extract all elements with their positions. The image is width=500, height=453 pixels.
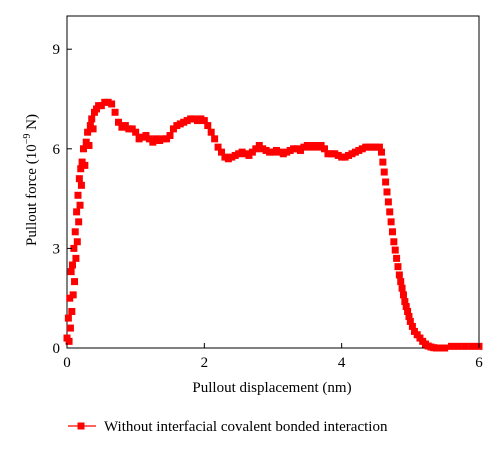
data-point [214, 143, 222, 151]
data-point [85, 141, 93, 149]
data-point [66, 324, 74, 332]
data-point [406, 317, 414, 325]
x-axis-label: Pullout displacement (nm) [192, 380, 351, 396]
data-point [79, 145, 87, 153]
data-point [408, 322, 416, 330]
data-point [377, 148, 385, 156]
x-tick-label: 6 [475, 355, 483, 371]
y-axis-label-unit: N) [24, 114, 40, 134]
data-point [391, 246, 399, 254]
axes: 0 2 4 6 0 3 6 9 [53, 42, 484, 371]
data-point [454, 342, 462, 350]
data-point [379, 158, 387, 166]
data-point [70, 244, 78, 252]
data-point [73, 208, 81, 216]
y-axis-label: Pullout force (10−9 N) [22, 114, 40, 246]
data-point [89, 125, 97, 133]
data-points [63, 98, 483, 352]
legend: Without interfacial covalent bonded inte… [68, 419, 388, 435]
data-point [399, 291, 407, 299]
data-point [441, 344, 449, 352]
data-point [111, 108, 119, 116]
data-point [432, 344, 440, 352]
data-point [207, 128, 215, 136]
data-point [386, 208, 394, 216]
data-point [77, 181, 85, 189]
data-point [76, 201, 84, 209]
data-point [390, 238, 398, 246]
data-point [218, 148, 225, 156]
legend-label: Without interfacial covalent bonded inte… [104, 419, 388, 435]
data-point [468, 342, 476, 350]
data-point [65, 337, 73, 345]
data-point [88, 115, 96, 123]
data-point [68, 261, 76, 269]
data-point [204, 122, 212, 130]
x-tick-label: 0 [63, 355, 71, 371]
data-point [461, 342, 469, 350]
data-point [375, 143, 383, 151]
legend-marker [77, 422, 85, 430]
y-tick-label: 6 [53, 142, 61, 158]
data-point [74, 191, 82, 199]
plot-frame [66, 15, 480, 349]
data-point [71, 278, 79, 286]
data-point [77, 165, 85, 173]
data-point [394, 263, 402, 271]
data-point [84, 128, 92, 136]
y-axis-label-main: Pullout force (10 [24, 144, 40, 246]
data-point [115, 118, 122, 126]
x-tick-label: 4 [338, 355, 346, 371]
data-point [81, 161, 89, 169]
data-point [387, 218, 395, 226]
data-point [384, 198, 392, 206]
data-point [72, 254, 80, 262]
data-point [401, 298, 409, 306]
y-tick-label: 0 [53, 341, 61, 357]
plot-area [66, 15, 480, 349]
data-point [67, 268, 75, 276]
data-point [200, 117, 208, 125]
data-point [397, 278, 405, 286]
data-point [388, 228, 396, 236]
data-point [75, 218, 83, 226]
data-point [383, 188, 391, 196]
data-point [393, 254, 401, 262]
data-point [73, 238, 81, 246]
data-point [71, 228, 79, 236]
data-point [402, 303, 410, 310]
data-point [108, 100, 116, 108]
y-axis-label-exponent: −9 [22, 134, 33, 145]
data-point [166, 132, 174, 140]
data-point [404, 307, 412, 315]
data-point [380, 168, 388, 176]
data-point [382, 178, 390, 186]
data-point [64, 314, 72, 322]
data-point [448, 342, 456, 350]
data-point [75, 175, 83, 183]
data-point [405, 312, 413, 320]
data-point [68, 307, 76, 315]
data-point [211, 135, 219, 143]
y-tick-label: 9 [53, 42, 61, 58]
data-point [132, 128, 140, 136]
data-point [321, 145, 328, 153]
x-tick-label: 2 [201, 355, 209, 371]
data-point [69, 291, 77, 299]
y-tick-label: 3 [53, 241, 61, 257]
data-point [398, 284, 406, 292]
data-point [395, 271, 403, 279]
